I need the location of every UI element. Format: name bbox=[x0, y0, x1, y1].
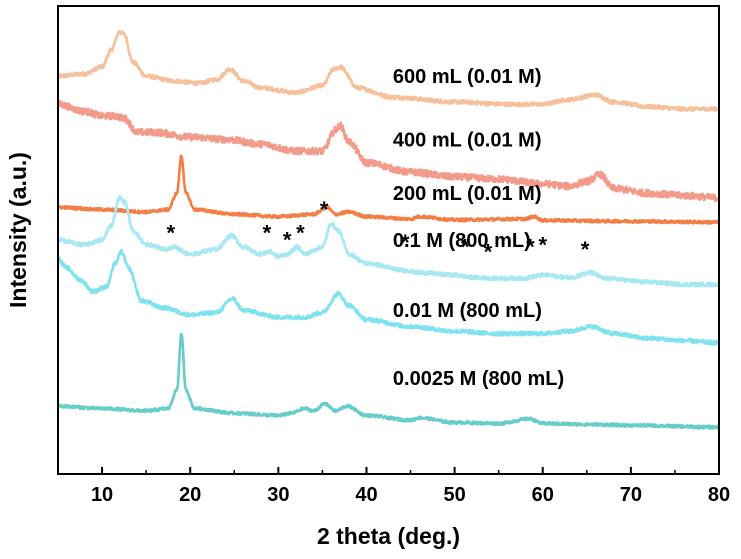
impurity-marker-8: * bbox=[484, 239, 493, 264]
impurity-marker-9: * bbox=[526, 235, 535, 260]
x-tick-label-10: 10 bbox=[91, 484, 113, 506]
impurity-marker-3: * bbox=[283, 228, 292, 253]
x-tick-label-60: 60 bbox=[532, 484, 554, 506]
series-line-3 bbox=[56, 154, 721, 225]
series-line-2 bbox=[56, 100, 721, 203]
series-label-0-1-m-800-ml: 0.1 M (800 mL) bbox=[393, 230, 531, 252]
x-axis-ticks: 10 20 30 40 50 60 70 80 bbox=[57, 467, 730, 506]
x-tick-label-50: 50 bbox=[443, 484, 465, 506]
x-tick-label-30: 30 bbox=[267, 484, 289, 506]
impurity-marker-5: * bbox=[320, 197, 329, 222]
y-axis-title: Intensity (a.u.) bbox=[5, 152, 31, 308]
impurity-marker-4: * bbox=[296, 221, 305, 246]
series-label-400-ml-0-01-m: 400 mL (0.01 M) bbox=[393, 129, 542, 151]
series-line-6 bbox=[56, 332, 721, 430]
series-label-600-ml-0-01-m: 600 mL (0.01 M) bbox=[393, 66, 542, 88]
impurity-marker-10: * bbox=[538, 232, 547, 257]
impurity-marker-11: * bbox=[581, 237, 590, 262]
x-tick-label-20: 20 bbox=[179, 484, 201, 506]
impurity-marker-7: * bbox=[461, 235, 470, 260]
x-tick-label-80: 80 bbox=[708, 484, 730, 506]
series-label-0-01-m-800-ml: 0.01 M (800 mL) bbox=[393, 300, 542, 322]
series-line-5 bbox=[56, 249, 721, 346]
series-label-0-0025-m-800-ml: 0.0025 M (800 mL) bbox=[393, 368, 564, 390]
series-line-1 bbox=[56, 29, 720, 113]
series-layer bbox=[56, 29, 721, 430]
x-axis-title: 2 theta (deg.) bbox=[317, 523, 460, 549]
plot-frame bbox=[57, 5, 720, 475]
series-line-4 bbox=[56, 195, 721, 288]
series-label-200-ml-0-01-m: 200 mL (0.01 M) bbox=[393, 183, 542, 205]
impurity-marker-2: * bbox=[263, 221, 272, 246]
impurity-marker-1: * bbox=[167, 221, 176, 246]
impurity-marker-6: * bbox=[401, 230, 410, 255]
series-label-layer: 600 mL (0.01 M) 400 mL (0.01 M) 200 mL (0.… bbox=[393, 66, 564, 390]
x-tick-label-40: 40 bbox=[355, 484, 377, 506]
x-tick-label-70: 70 bbox=[620, 484, 642, 506]
impurity-marker-layer: * * * *** * * * * * bbox=[167, 197, 590, 264]
